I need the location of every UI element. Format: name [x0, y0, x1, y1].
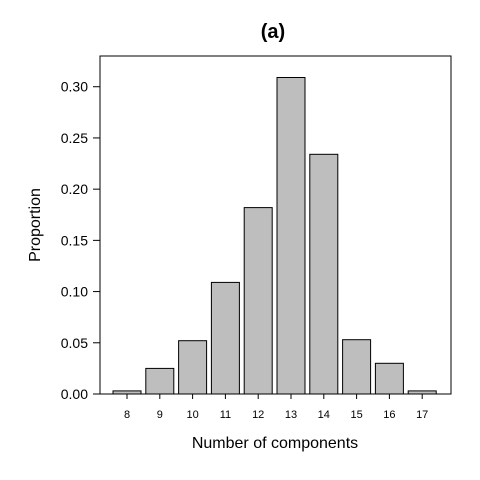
y-tick-label: 0.05	[61, 335, 88, 351]
x-tick-label: 14	[318, 409, 330, 421]
bar-11	[210, 281, 240, 395]
y-tick-label: 0.25	[61, 130, 88, 146]
bar-12	[243, 207, 273, 395]
y-tick-label: 0.30	[61, 79, 88, 95]
y-tick-label: 0.20	[61, 181, 88, 197]
bar-13	[276, 77, 306, 395]
x-tick-label: 10	[186, 409, 198, 421]
chart-title: (a)	[261, 21, 285, 43]
x-tick-label: 11	[220, 409, 231, 421]
bar-10	[178, 340, 208, 395]
bar-14	[309, 153, 339, 395]
x-tick-label: 13	[285, 409, 297, 421]
bars-group	[112, 77, 437, 395]
x-tick-label: 12	[252, 409, 264, 421]
y-tick-label: 0.15	[61, 232, 88, 248]
y-axis-label: Proportion	[27, 188, 44, 262]
x-tick-label: 17	[416, 409, 428, 421]
bar-15	[342, 339, 372, 395]
x-tick-label: 16	[383, 409, 395, 421]
x-tick-label: 8	[124, 409, 130, 421]
x-tick-label: 15	[350, 409, 362, 421]
y-tick-label: 0.10	[61, 284, 88, 300]
y-tick-label: 0.00	[61, 386, 88, 402]
y-axis: 0.00 0.05 0.10 0.15 0.20 0.25 0.30	[61, 79, 100, 402]
x-tick-label: 9	[157, 409, 163, 421]
bar-9	[145, 367, 175, 395]
bar-16	[374, 362, 404, 395]
x-axis-label: Number of components	[192, 435, 358, 452]
x-axis: 8 9 10 11 12 13 14 15 16 17	[124, 394, 428, 421]
plot-frame	[99, 55, 452, 395]
